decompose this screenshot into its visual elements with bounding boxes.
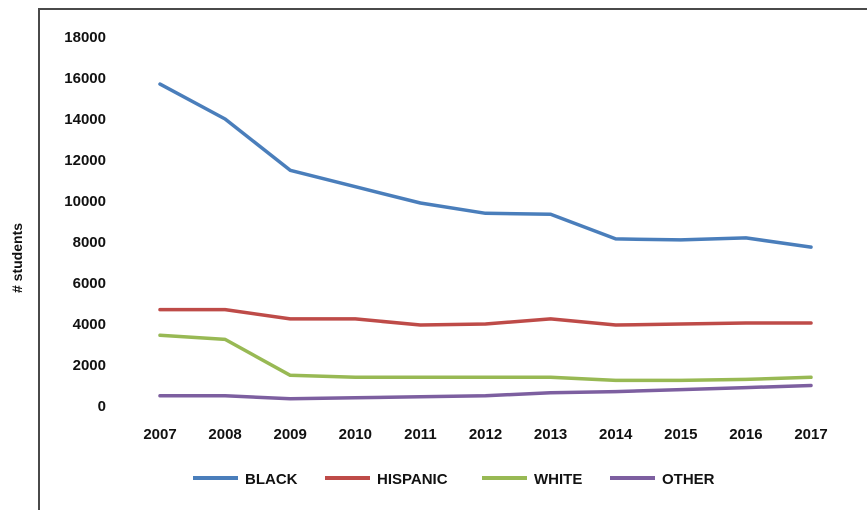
x-tick-label: 2017: [794, 426, 827, 443]
x-tick-label: 2011: [404, 426, 437, 443]
legend-label-other: OTHER: [662, 471, 715, 488]
x-tick-label: 2013: [534, 426, 567, 443]
x-tick-label: 2008: [208, 426, 241, 443]
series-line-hispanic: [158, 307, 813, 327]
y-tick-label: 2000: [73, 357, 106, 374]
legend: BLACK HISPANIC WHITE OTHER: [193, 471, 715, 488]
legend-label-black: BLACK: [245, 471, 298, 488]
y-tick-label: 8000: [73, 234, 106, 251]
x-tick-label: 2010: [339, 426, 372, 443]
y-tick-label: 10000: [64, 193, 106, 210]
series-line-black: [158, 82, 813, 249]
y-tick-label: 16000: [64, 70, 106, 87]
x-tick-label: 2012: [469, 426, 502, 443]
x-tick-label: 2014: [599, 426, 633, 443]
x-tick-label: 2015: [664, 426, 697, 443]
x-tick-label: 2007: [143, 426, 176, 443]
y-tick-label: 0: [98, 398, 106, 415]
y-tick-label: 6000: [73, 275, 106, 292]
x-tick-label: 2009: [274, 426, 307, 443]
legend-label-white: WHITE: [534, 471, 582, 488]
y-tick-label: 4000: [73, 316, 106, 333]
y-axis-label: # students: [9, 223, 25, 293]
x-axis-ticks: 2007 2008 2009 2010 2011 2012 2013 2014 2015 2016…: [143, 426, 827, 443]
y-tick-label: 12000: [64, 152, 106, 169]
series-lines: [158, 82, 813, 401]
x-tick-label: 2016: [729, 426, 762, 443]
y-tick-label: 14000: [64, 111, 106, 128]
y-axis-ticks: 0 2000 4000 6000 8000 10000 12000 14000 16000 180…: [64, 29, 106, 415]
series-line-white: [158, 333, 813, 383]
series-line-other: [158, 383, 813, 401]
y-tick-label: 18000: [64, 29, 106, 46]
legend-label-hispanic: HISPANIC: [377, 471, 448, 488]
